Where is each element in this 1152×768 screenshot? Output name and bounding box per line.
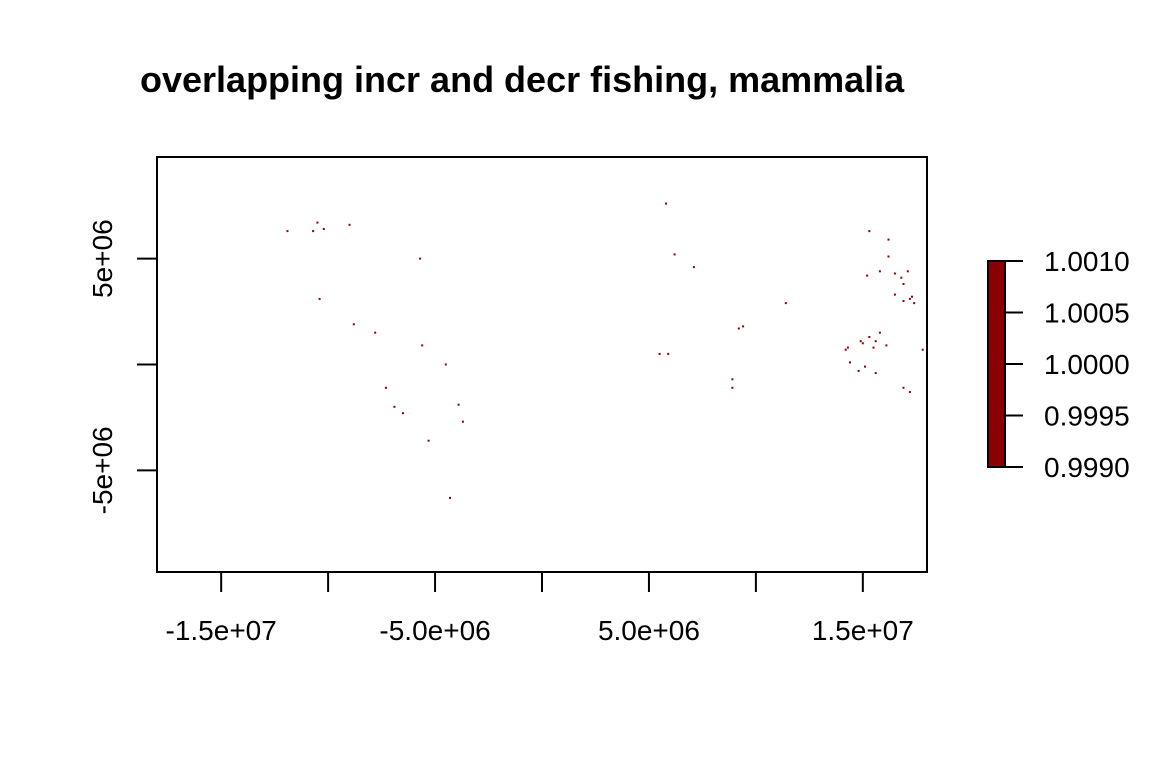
raster-cell <box>457 403 460 406</box>
raster-cell <box>908 297 911 300</box>
legend-tick-label: 0.9995 <box>1044 401 1130 432</box>
raster-cell <box>868 230 871 233</box>
y-tick-label: 5e+06 <box>87 219 118 298</box>
raster-cell <box>384 386 387 389</box>
raster-cell <box>449 496 451 499</box>
color-legend: 1.0010 1.0005 1.0000 0.9995 0.9990 <box>987 246 1130 483</box>
chart-title: overlapping incr and decr fishing, mamma… <box>140 59 905 100</box>
raster-cell <box>887 255 890 258</box>
raster-cell <box>312 230 315 233</box>
raster-cell <box>692 266 695 269</box>
raster-cell <box>872 346 875 349</box>
x-tick-label: -5.0e+06 <box>379 615 490 646</box>
legend-color-bar <box>987 260 1006 468</box>
x-axis: -1.5e+07 -5.0e+06 5.0e+06 1.5e+07 <box>166 571 914 646</box>
raster-cell <box>737 327 740 330</box>
raster-cell <box>878 270 881 273</box>
raster-cell <box>866 274 869 277</box>
raster-cell <box>887 238 890 241</box>
x-tick-label: 1.5e+07 <box>812 615 914 646</box>
raster-cell <box>921 348 924 351</box>
raster-cell <box>658 352 661 355</box>
raster-cell <box>742 325 745 328</box>
raster-cell <box>421 344 424 347</box>
raster-cell <box>906 270 909 273</box>
raster-cell <box>667 352 670 355</box>
raster-cell <box>864 365 866 368</box>
raster-cell <box>893 272 896 275</box>
raster-cell <box>402 412 404 415</box>
raster-cell <box>419 257 422 260</box>
x-tick-label: -1.5e+07 <box>166 615 277 646</box>
raster-cell <box>844 348 847 351</box>
raster-cell <box>731 378 734 381</box>
raster-cells <box>286 202 924 499</box>
raster-cell <box>393 405 396 408</box>
raster-cell <box>874 340 877 343</box>
plot-frame <box>156 156 928 573</box>
raster-cell <box>673 253 676 256</box>
raster-cell <box>849 361 851 364</box>
raster-cell <box>348 223 351 226</box>
raster-cell <box>902 283 905 285</box>
y-axis: 5e+06 -5e+06 <box>87 219 158 514</box>
raster-cell <box>885 344 888 347</box>
raster-cell <box>911 295 913 298</box>
raster-cell <box>861 342 864 345</box>
legend-tick-label: 1.0005 <box>1044 298 1130 329</box>
raster-cell <box>352 323 355 326</box>
raster-cell <box>784 302 787 305</box>
raster-cell <box>908 391 911 393</box>
raster-cell <box>893 293 896 296</box>
x-tick-label: 5.0e+06 <box>598 615 700 646</box>
legend-tick-label: 0.9990 <box>1044 452 1130 483</box>
raster-cell <box>846 346 849 349</box>
raster-cell <box>444 363 447 366</box>
raster-cell <box>374 331 377 334</box>
raster-cell <box>316 221 319 224</box>
raster-cell <box>900 276 903 279</box>
raster-cell <box>857 369 860 372</box>
raster-cell <box>902 300 905 302</box>
y-tick-label: -5e+06 <box>87 426 118 514</box>
raster-cell <box>859 340 862 343</box>
raster-cell <box>902 386 905 389</box>
raster-cell <box>461 420 464 423</box>
raster-cell <box>665 202 668 205</box>
raster-cell <box>874 372 877 374</box>
raster-cell <box>318 297 321 300</box>
raster-cell <box>878 331 881 334</box>
raster-cell <box>731 386 734 389</box>
raster-cell <box>286 230 289 233</box>
raster-cell <box>868 336 871 338</box>
raster-cell <box>913 302 916 305</box>
legend-tick-label: 1.0010 <box>1044 246 1130 277</box>
raster-cell <box>427 439 430 442</box>
raster-cell <box>322 228 325 230</box>
legend-tick-label: 1.0000 <box>1044 349 1130 380</box>
